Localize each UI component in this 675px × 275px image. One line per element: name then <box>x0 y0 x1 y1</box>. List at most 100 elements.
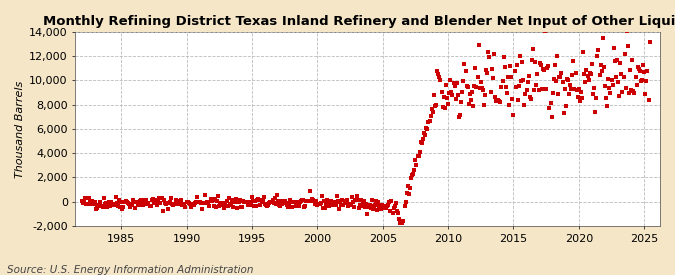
Point <box>317 206 328 211</box>
Point <box>622 43 633 48</box>
Point <box>617 90 628 94</box>
Point <box>633 67 644 72</box>
Point <box>374 204 385 208</box>
Point <box>574 87 585 91</box>
Point <box>329 200 340 205</box>
Point <box>509 69 520 73</box>
Point <box>404 191 414 196</box>
Text: Source: U.S. Energy Information Administration: Source: U.S. Energy Information Administ… <box>7 265 253 275</box>
Point <box>495 100 506 104</box>
Point <box>603 77 614 81</box>
Point <box>533 88 544 92</box>
Point <box>347 195 358 200</box>
Point <box>510 85 521 89</box>
Point <box>122 200 132 205</box>
Point <box>223 196 234 200</box>
Point <box>250 199 261 203</box>
Point <box>257 198 268 203</box>
Point <box>130 206 141 210</box>
Point <box>628 89 639 93</box>
Point <box>117 207 128 211</box>
Point <box>639 70 649 75</box>
Point <box>363 205 374 210</box>
Point <box>518 78 529 82</box>
Point <box>286 200 296 204</box>
Point <box>145 204 156 209</box>
Point <box>472 75 483 79</box>
Point <box>86 199 97 204</box>
Point <box>590 110 601 115</box>
Point <box>427 110 438 115</box>
Point <box>349 204 360 209</box>
Point <box>413 153 424 158</box>
Point <box>124 205 135 210</box>
Point <box>379 204 390 208</box>
Point <box>580 80 591 84</box>
Point <box>636 79 647 84</box>
Point <box>541 87 551 91</box>
Point <box>255 198 266 202</box>
Point <box>81 201 92 206</box>
Point <box>520 92 531 96</box>
Point <box>205 197 216 202</box>
Point <box>482 71 493 75</box>
Point <box>443 101 454 106</box>
Point <box>173 199 184 204</box>
Point <box>299 205 310 209</box>
Point <box>606 78 617 82</box>
Point <box>102 205 113 209</box>
Point <box>212 199 223 203</box>
Point <box>401 190 412 195</box>
Point <box>612 58 622 62</box>
Point <box>519 103 530 108</box>
Point <box>398 219 409 223</box>
Point <box>505 64 516 68</box>
Point <box>353 205 364 210</box>
Point <box>259 195 269 199</box>
Point <box>411 163 422 167</box>
Point <box>375 207 386 211</box>
Point <box>448 81 459 85</box>
Point <box>572 94 583 99</box>
Point <box>165 200 176 204</box>
Point <box>328 200 339 204</box>
Point <box>246 203 256 207</box>
Point <box>265 200 276 204</box>
Point <box>138 202 149 206</box>
Point <box>82 201 93 206</box>
Point <box>118 205 129 209</box>
Point <box>619 52 630 56</box>
Point <box>225 203 236 207</box>
Point <box>266 200 277 204</box>
Point <box>560 87 570 91</box>
Point <box>471 84 482 89</box>
Point <box>483 50 494 54</box>
Point <box>354 202 365 207</box>
Point <box>487 76 498 81</box>
Point <box>369 204 379 208</box>
Point <box>479 103 489 107</box>
Point <box>94 204 105 208</box>
Point <box>485 90 496 95</box>
Point <box>613 79 624 84</box>
Point <box>253 197 264 202</box>
Point <box>503 75 514 79</box>
Point <box>290 203 301 208</box>
Point <box>143 201 154 206</box>
Point <box>288 200 299 205</box>
Point <box>523 74 534 78</box>
Point <box>631 83 642 88</box>
Point <box>484 54 495 59</box>
Point <box>460 69 471 73</box>
Point <box>303 199 314 204</box>
Point <box>477 86 487 90</box>
Point <box>450 84 460 88</box>
Point <box>108 202 119 206</box>
Point <box>365 206 376 211</box>
Point <box>404 186 415 191</box>
Point <box>500 85 511 89</box>
Point <box>345 202 356 207</box>
Point <box>367 207 378 211</box>
Point <box>306 197 317 202</box>
Point <box>582 74 593 78</box>
